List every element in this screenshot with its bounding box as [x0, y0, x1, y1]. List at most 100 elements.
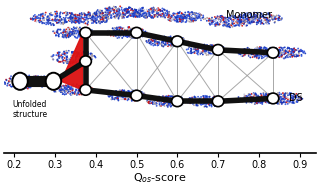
Point — [291, 95, 296, 98]
Point — [268, 98, 273, 101]
Point — [203, 105, 208, 108]
Point — [269, 50, 274, 53]
Point — [244, 47, 249, 50]
Point — [210, 53, 215, 56]
Point — [183, 101, 188, 104]
Ellipse shape — [267, 93, 279, 104]
Point — [74, 93, 79, 96]
Point — [187, 17, 192, 20]
Point — [266, 53, 271, 56]
Point — [156, 41, 161, 44]
Point — [262, 99, 267, 102]
Point — [111, 35, 116, 38]
Point — [35, 83, 40, 86]
Point — [202, 105, 207, 108]
Point — [251, 18, 256, 21]
Point — [94, 18, 100, 21]
Point — [204, 102, 209, 105]
Point — [214, 101, 219, 104]
Point — [288, 99, 293, 102]
Point — [265, 16, 270, 19]
Point — [65, 84, 70, 88]
Point — [174, 100, 179, 103]
Point — [276, 96, 281, 99]
Point — [151, 98, 156, 101]
Point — [108, 10, 113, 13]
Point — [125, 10, 130, 13]
Point — [107, 31, 112, 34]
Point — [61, 52, 66, 55]
Point — [271, 52, 276, 55]
Point — [35, 84, 40, 87]
Point — [121, 90, 126, 93]
Point — [294, 92, 299, 95]
Point — [187, 15, 192, 18]
Point — [79, 60, 84, 63]
Point — [241, 18, 246, 21]
Point — [289, 47, 294, 50]
Point — [207, 18, 212, 21]
Point — [223, 23, 228, 26]
Point — [257, 50, 262, 53]
Point — [141, 15, 147, 19]
Point — [164, 43, 170, 46]
Point — [227, 25, 232, 28]
Point — [276, 55, 282, 58]
Point — [131, 15, 136, 18]
Point — [118, 31, 123, 34]
Point — [204, 16, 210, 19]
Point — [251, 53, 256, 56]
Point — [13, 83, 19, 86]
Point — [130, 7, 135, 10]
Point — [85, 51, 91, 54]
Point — [208, 53, 213, 56]
Point — [15, 74, 20, 77]
Point — [61, 89, 67, 92]
Point — [77, 12, 82, 15]
Point — [132, 98, 137, 101]
Point — [194, 103, 199, 106]
Point — [138, 13, 143, 16]
Point — [91, 20, 96, 23]
Point — [186, 99, 191, 102]
Point — [172, 17, 177, 20]
Point — [37, 81, 42, 84]
Point — [256, 57, 261, 60]
Point — [100, 20, 105, 23]
Point — [64, 53, 69, 57]
Point — [125, 99, 130, 102]
Point — [238, 15, 243, 19]
Point — [63, 30, 68, 33]
Point — [26, 80, 31, 83]
Point — [50, 19, 55, 22]
Point — [262, 52, 267, 55]
Point — [120, 15, 125, 18]
Point — [61, 59, 66, 62]
Point — [243, 20, 248, 23]
Point — [268, 49, 274, 52]
Point — [154, 104, 159, 107]
Point — [68, 60, 73, 63]
Point — [54, 10, 59, 13]
Point — [235, 16, 240, 19]
Point — [169, 42, 174, 45]
Point — [252, 99, 258, 102]
Point — [144, 94, 149, 98]
Point — [171, 100, 176, 103]
Point — [265, 97, 270, 100]
Point — [272, 15, 277, 18]
Point — [56, 86, 61, 89]
Point — [120, 13, 125, 16]
Point — [60, 56, 65, 59]
Point — [70, 91, 76, 94]
Point — [86, 85, 92, 88]
Point — [81, 61, 86, 64]
Point — [77, 15, 82, 18]
Point — [245, 14, 250, 17]
Point — [130, 12, 135, 15]
Point — [197, 13, 202, 16]
Point — [273, 15, 278, 18]
Point — [258, 48, 263, 51]
Point — [140, 7, 145, 10]
Point — [136, 93, 141, 96]
